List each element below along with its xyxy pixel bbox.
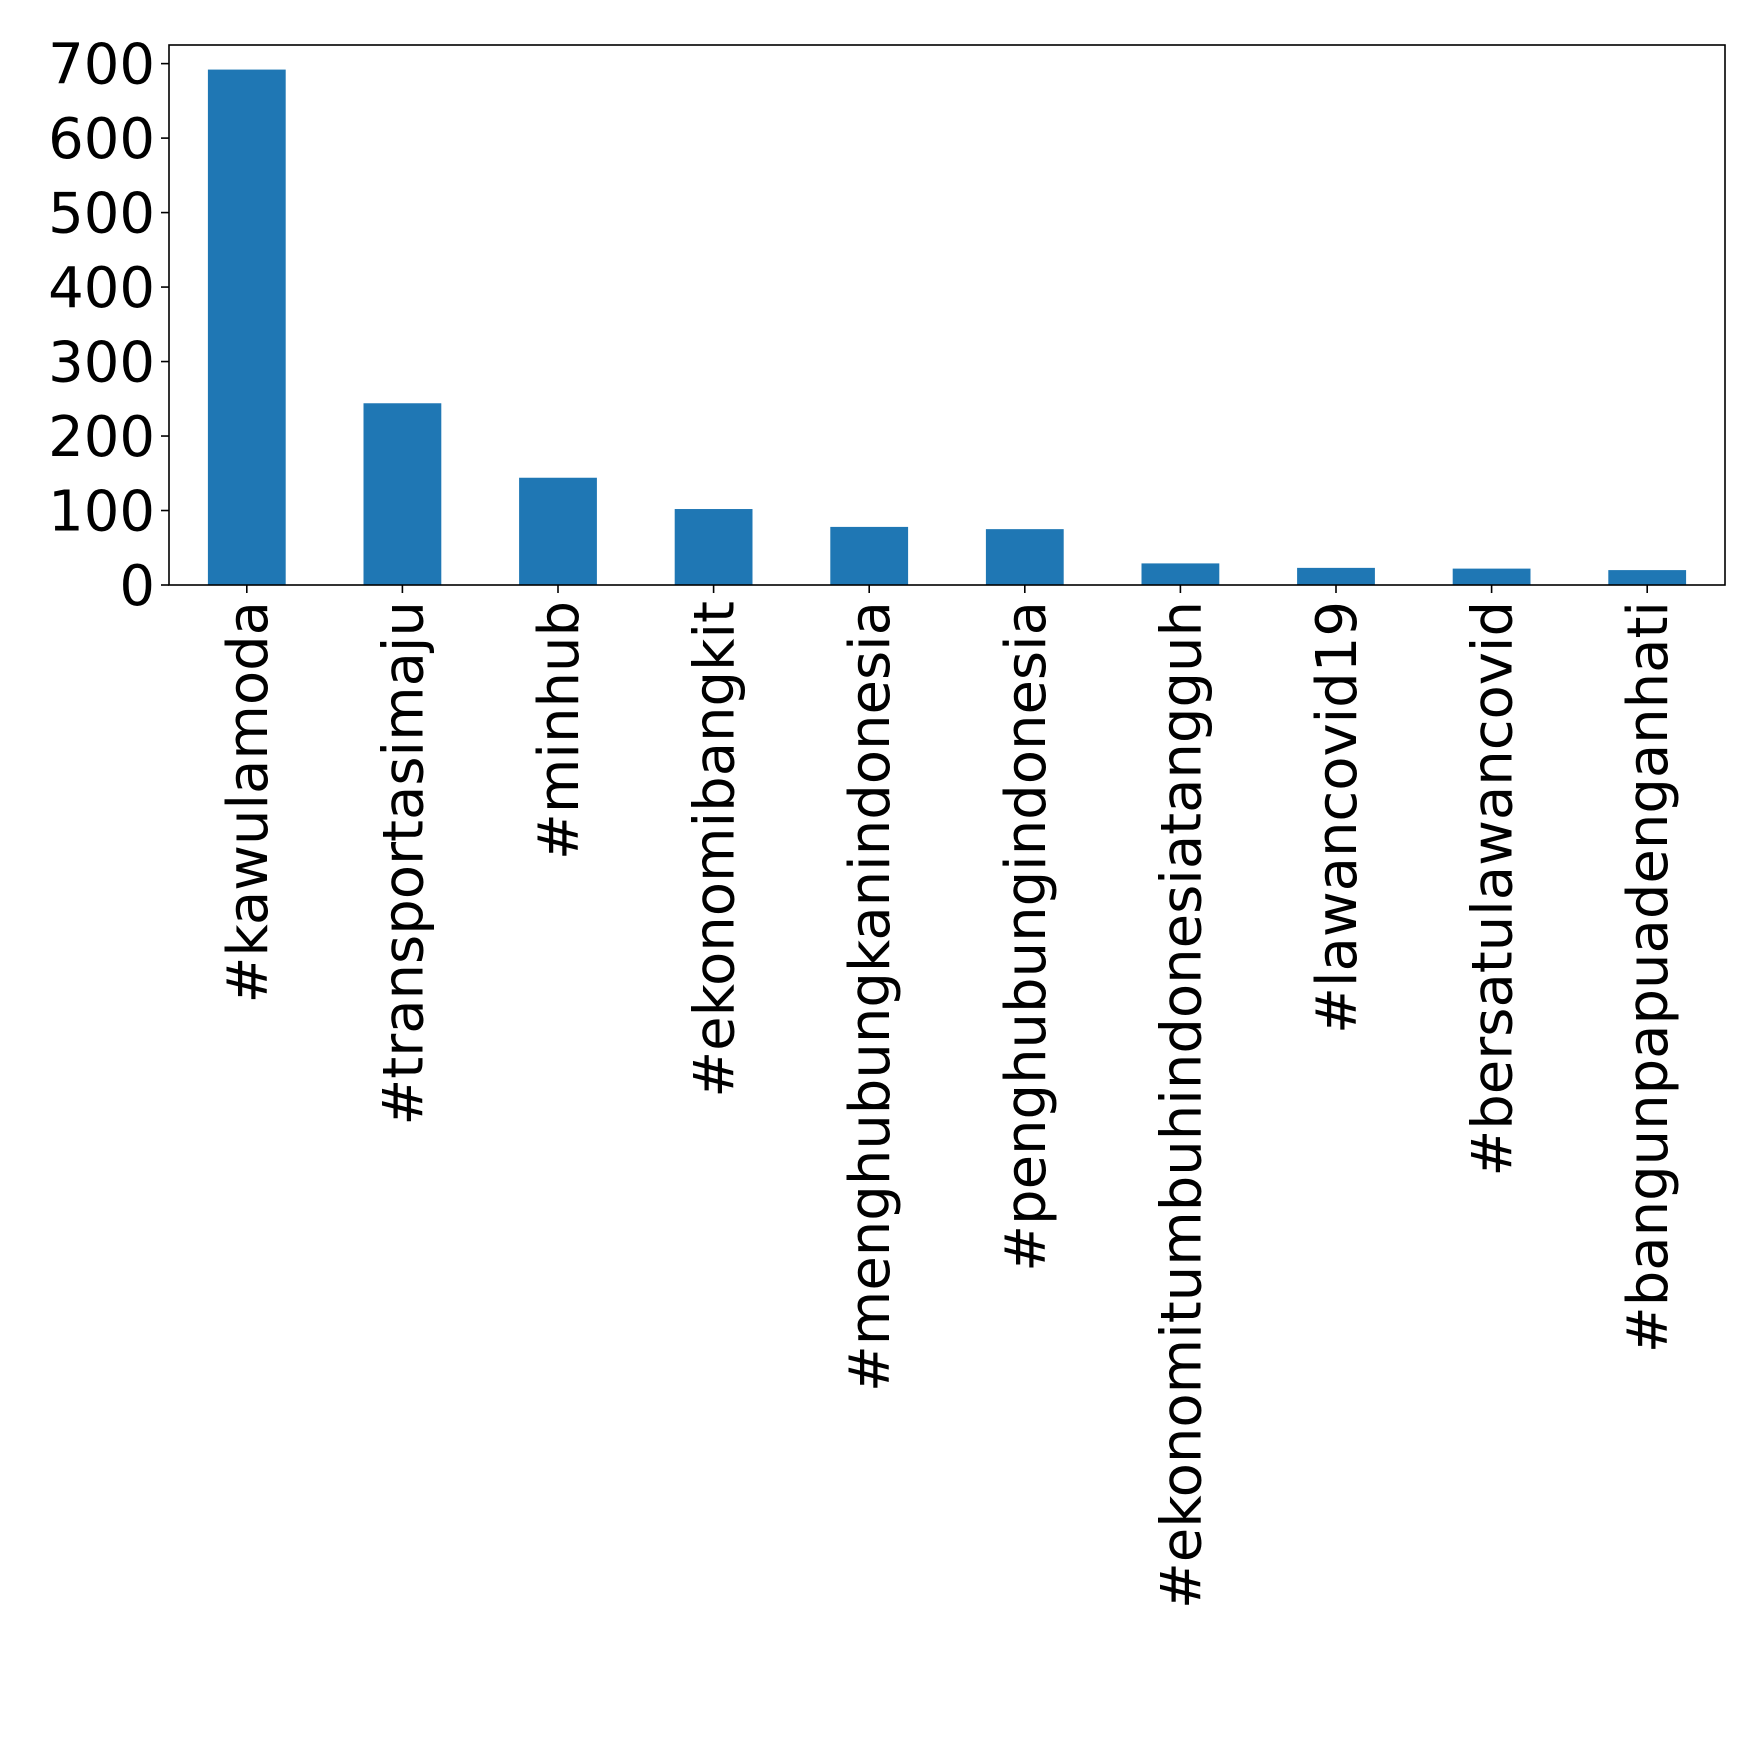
bar bbox=[363, 403, 442, 585]
x-tick-label: #ekonomibangkit bbox=[683, 601, 748, 1098]
bar bbox=[1608, 570, 1687, 585]
y-tick-label: 100 bbox=[48, 480, 155, 545]
x-tick-label: #menghubungkanindonesia bbox=[838, 601, 903, 1392]
y-tick-label: 600 bbox=[48, 107, 155, 172]
x-tick-label: #bersatulawancovid bbox=[1461, 601, 1526, 1177]
x-tick-label: #penghubungindonesia bbox=[994, 601, 1059, 1272]
y-tick-label: 200 bbox=[48, 405, 155, 470]
bar bbox=[207, 69, 286, 585]
y-tick-label: 400 bbox=[48, 256, 155, 321]
y-tick-label: 300 bbox=[48, 331, 155, 396]
x-axis: #kawulamoda #transportasimaju #minhub #ekon… bbox=[216, 585, 1681, 1609]
y-tick-label: 0 bbox=[119, 554, 155, 619]
bar bbox=[830, 526, 909, 585]
x-tick-label: #transportasimaju bbox=[371, 601, 436, 1126]
bar bbox=[985, 529, 1064, 585]
plot-frame bbox=[168, 44, 1726, 586]
y-axis: 0 100 200 300 400 500 600 700 bbox=[48, 33, 169, 619]
x-tick-label: #kawulamoda bbox=[216, 601, 281, 1004]
x-tick-label: #minhub bbox=[527, 601, 592, 860]
x-tick-label: #lawancovid19 bbox=[1305, 601, 1370, 1034]
bar bbox=[1141, 563, 1220, 585]
bars-group bbox=[207, 69, 1687, 585]
y-tick-label: 500 bbox=[48, 182, 155, 247]
bar bbox=[674, 509, 753, 585]
bar bbox=[1297, 567, 1375, 585]
bar bbox=[519, 477, 597, 585]
y-tick-label: 700 bbox=[48, 33, 155, 98]
bar bbox=[1452, 568, 1531, 585]
x-tick-label: #ekonomitumbuhindonesiatangguh bbox=[1149, 601, 1214, 1609]
x-tick-label: #bangunpapuadenganhati bbox=[1616, 601, 1681, 1353]
